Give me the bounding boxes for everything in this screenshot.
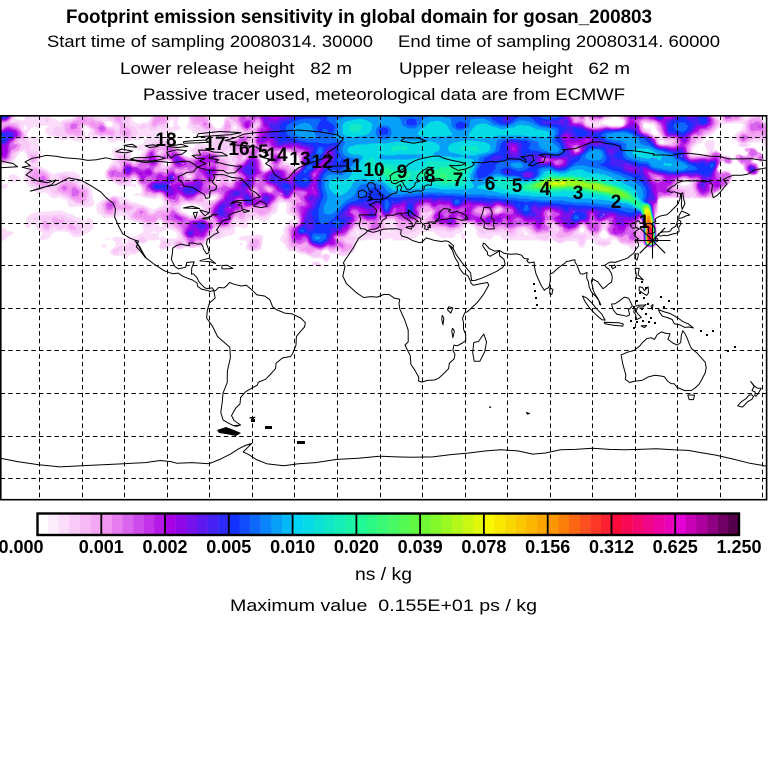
svg-text:0.020: 0.020 — [334, 537, 379, 557]
svg-text:18: 18 — [155, 130, 176, 151]
svg-text:16: 16 — [228, 139, 249, 160]
svg-text:Maximum value 0.155E+01 ps /: Maximum value 0.155E+01 ps / kg — [230, 596, 537, 615]
svg-text:12: 12 — [311, 152, 332, 173]
svg-text:7: 7 — [453, 170, 464, 191]
svg-text:10: 10 — [363, 160, 384, 181]
svg-text:End time of sampling 20080314.: End time of sampling 20080314. 60000 — [398, 33, 720, 51]
svg-text:Passive tracer used, meteorolo: Passive tracer used, meteorological data… — [143, 86, 625, 104]
svg-text:ns / kg: ns / kg — [355, 564, 412, 584]
svg-text:Upper release height 62 m: Upper release height 62 m — [399, 60, 630, 78]
svg-text:1: 1 — [639, 212, 650, 233]
svg-text:5: 5 — [512, 176, 523, 197]
svg-text:13: 13 — [289, 149, 310, 170]
svg-text:15: 15 — [247, 142, 269, 163]
svg-text:8: 8 — [425, 166, 436, 187]
svg-text:Start time of sampling 2008031: Start time of sampling 20080314. 30000 — [47, 33, 373, 51]
svg-text:0.312: 0.312 — [589, 537, 634, 557]
svg-text:0.156: 0.156 — [525, 537, 570, 557]
svg-text:4: 4 — [540, 179, 551, 200]
svg-text:0.039: 0.039 — [398, 537, 443, 557]
svg-text:0.005: 0.005 — [206, 537, 251, 557]
svg-text:11: 11 — [342, 156, 363, 177]
svg-text:0.000: 0.000 — [0, 537, 44, 557]
svg-text:14: 14 — [266, 145, 288, 166]
svg-text:Lower release height 82 m: Lower release height 82 m — [120, 60, 352, 78]
svg-text:0.001: 0.001 — [79, 537, 124, 557]
svg-text:17: 17 — [204, 134, 225, 155]
svg-text:0.010: 0.010 — [270, 537, 315, 557]
svg-text:2: 2 — [611, 192, 622, 213]
svg-text:9: 9 — [397, 162, 408, 183]
svg-text:1.250: 1.250 — [716, 537, 761, 557]
svg-text:0.078: 0.078 — [461, 537, 506, 557]
svg-text:0.002: 0.002 — [142, 537, 187, 557]
svg-text:0.625: 0.625 — [653, 537, 698, 557]
svg-text:3: 3 — [573, 183, 584, 204]
svg-text:Footprint emission sensitivity: Footprint emission sensitivity in global… — [66, 7, 652, 28]
svg-text:6: 6 — [485, 174, 496, 195]
